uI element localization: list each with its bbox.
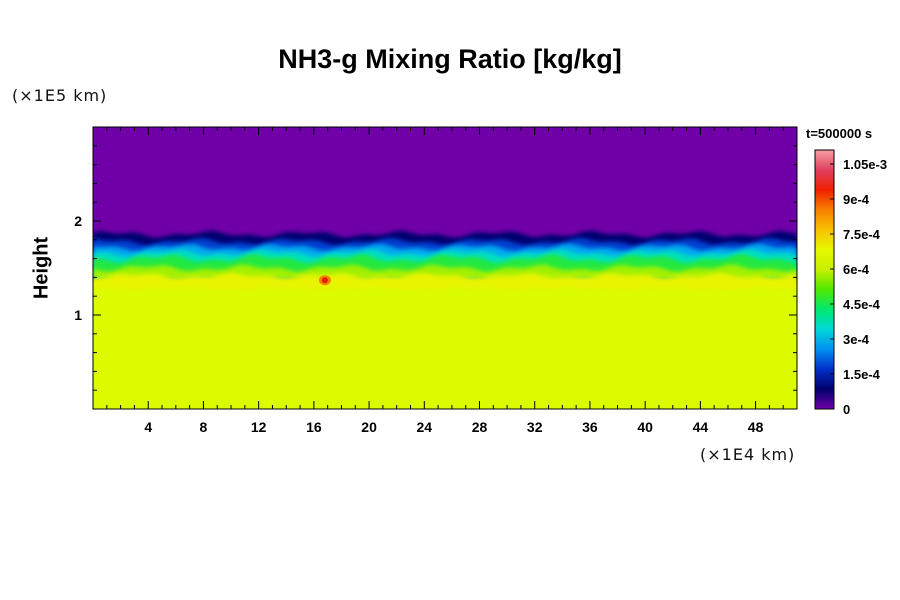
field-layer — [93, 272, 797, 291]
colorbar: 0 1.5e-4 3e-4 4.5e-4 6e-4 7.5e-4 9e-4 1.05e-3 — [814, 149, 887, 417]
field-hot-spot — [321, 277, 328, 284]
colorbar-tick-label: 4.5e-4 — [843, 297, 881, 312]
x-tick-label: 16 — [306, 419, 322, 435]
x-tick-label: 12 — [251, 419, 267, 435]
chart-title: NH3-g Mixing Ratio [kg/kg] — [278, 44, 622, 74]
colorbar-tick-label: 9e-4 — [843, 192, 870, 207]
colorbar-scale — [814, 149, 835, 410]
x-tick-label: 36 — [582, 419, 598, 435]
colorbar-tick-label: 1.5e-4 — [843, 367, 881, 382]
plot-frame — [92, 126, 798, 410]
y-axis-unit: (×1E5 km) — [12, 86, 108, 105]
x-tick-label: 40 — [637, 419, 653, 435]
colorbar-tick-label: 0 — [843, 402, 850, 417]
x-tick-label: 8 — [200, 419, 208, 435]
x-tick-label: 44 — [693, 419, 709, 435]
field-lower-region — [93, 275, 797, 409]
heatmap-field — [93, 127, 797, 409]
y-tick-label: 2 — [74, 213, 82, 229]
colorbar-tick-label: 3e-4 — [843, 332, 870, 347]
x-tick-label: 20 — [361, 419, 377, 435]
x-axis-unit: (×1E4 km) — [700, 445, 796, 464]
colorbar-tick-label: 6e-4 — [843, 262, 870, 277]
colorbar-tick-label: 7.5e-4 — [843, 227, 881, 242]
x-tick-label: 28 — [472, 419, 488, 435]
x-tick-label: 32 — [527, 419, 543, 435]
time-label: t=500000 s — [806, 126, 873, 141]
colorbar-tick-label: 1.05e-3 — [843, 157, 887, 172]
y-tick-label: 1 — [74, 307, 82, 323]
x-tick-label: 48 — [748, 419, 764, 435]
x-tick-label: 4 — [144, 419, 152, 435]
x-tick-label: 24 — [417, 419, 433, 435]
